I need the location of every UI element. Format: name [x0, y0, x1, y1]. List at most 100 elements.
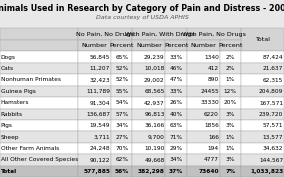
Text: 71%: 71% [170, 135, 183, 140]
Text: Number: Number [136, 43, 162, 48]
Text: Animals Used in Research by Category of Pain and Distress - 2006: Animals Used in Research by Category of … [0, 4, 284, 13]
Bar [220, 40, 241, 51]
Text: 91,304: 91,304 [90, 100, 110, 105]
Bar [187, 63, 220, 74]
Text: Guinea Pigs: Guinea Pigs [1, 89, 36, 94]
Text: 56%: 56% [115, 169, 129, 174]
Bar [220, 166, 241, 177]
Bar [0, 28, 78, 40]
Text: 21,637: 21,637 [263, 66, 283, 71]
Text: 33%: 33% [170, 55, 183, 60]
Text: 42,937: 42,937 [144, 100, 165, 105]
Bar [187, 154, 220, 166]
Bar [132, 40, 165, 51]
Bar [111, 40, 132, 51]
Bar [220, 131, 241, 143]
Text: 32,423: 32,423 [90, 77, 110, 82]
Bar [241, 74, 284, 86]
Text: 3%: 3% [226, 123, 235, 128]
Text: 29,002: 29,002 [144, 77, 165, 82]
Text: 3%: 3% [226, 158, 235, 163]
Text: 19,549: 19,549 [90, 123, 110, 128]
Text: 68,565: 68,565 [144, 89, 165, 94]
Text: 56,845: 56,845 [90, 55, 110, 60]
Bar [0, 166, 78, 177]
Bar [111, 63, 132, 74]
Bar [0, 97, 78, 109]
Text: 90,122: 90,122 [90, 158, 110, 163]
Text: 33%: 33% [170, 89, 183, 94]
Text: 24455: 24455 [200, 89, 219, 94]
Bar [111, 120, 132, 131]
Bar [132, 51, 165, 63]
Bar [0, 131, 78, 143]
Bar [241, 109, 284, 120]
Text: 46%: 46% [170, 66, 183, 71]
Text: 2%: 2% [226, 55, 235, 60]
Bar [165, 63, 187, 74]
Text: Other Farm Animals: Other Farm Animals [1, 146, 59, 151]
Text: 34%: 34% [170, 158, 183, 163]
Text: 26%: 26% [170, 100, 183, 105]
Text: Percent: Percent [218, 43, 243, 48]
Bar [132, 74, 165, 86]
Bar [165, 86, 187, 97]
Text: 96,813: 96,813 [144, 112, 165, 117]
Text: 47%: 47% [170, 77, 183, 82]
Bar [165, 143, 187, 154]
Text: 1340: 1340 [204, 55, 219, 60]
Text: 57%: 57% [115, 112, 128, 117]
Text: 34%: 34% [115, 123, 128, 128]
Bar [165, 51, 187, 63]
Text: 54%: 54% [115, 100, 128, 105]
Bar [220, 143, 241, 154]
Text: 9,700: 9,700 [148, 135, 165, 140]
Bar [132, 143, 165, 154]
Text: With Pain, With Drugs: With Pain, With Drugs [125, 32, 195, 37]
Bar [220, 51, 241, 63]
Text: 3%: 3% [226, 112, 235, 117]
Bar [241, 28, 284, 51]
Text: 65%: 65% [115, 55, 128, 60]
Bar [187, 143, 220, 154]
Bar [187, 51, 220, 63]
Bar [241, 166, 284, 177]
Bar [132, 154, 165, 166]
Text: 136,687: 136,687 [86, 112, 110, 117]
Text: 24,248: 24,248 [90, 146, 110, 151]
Bar [241, 86, 284, 97]
Text: Sheep: Sheep [1, 135, 20, 140]
Bar [241, 120, 284, 131]
Text: 62%: 62% [115, 158, 128, 163]
Text: 33330: 33330 [200, 100, 219, 105]
Text: 3,711: 3,711 [94, 135, 110, 140]
Bar [241, 154, 284, 166]
Bar [132, 86, 165, 97]
Text: 4777: 4777 [204, 158, 219, 163]
Text: 194: 194 [208, 146, 219, 151]
Text: 27%: 27% [115, 135, 128, 140]
Bar [165, 109, 187, 120]
Bar [132, 28, 187, 40]
Bar [132, 131, 165, 143]
Text: 1%: 1% [226, 135, 235, 140]
Bar [241, 63, 284, 74]
Bar [165, 40, 187, 51]
Text: 412: 412 [208, 66, 219, 71]
Bar [165, 131, 187, 143]
Text: 11,207: 11,207 [90, 66, 110, 71]
Text: 7%: 7% [225, 169, 235, 174]
Bar [0, 109, 78, 120]
Text: 577,885: 577,885 [83, 169, 110, 174]
Text: 20%: 20% [224, 100, 237, 105]
Bar [241, 51, 284, 63]
Text: 70%: 70% [115, 146, 128, 151]
Bar [78, 51, 111, 63]
Bar [111, 131, 132, 143]
Bar [220, 97, 241, 109]
Bar [78, 97, 111, 109]
Bar [187, 97, 220, 109]
Text: 29%: 29% [170, 146, 183, 151]
Bar [187, 74, 220, 86]
Bar [241, 131, 284, 143]
